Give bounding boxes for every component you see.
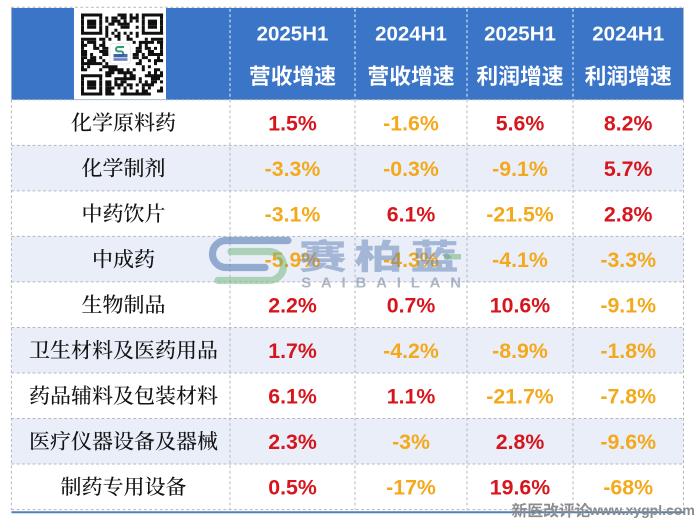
svg-text:-21.5%: -21.5%: [486, 202, 554, 226]
svg-text:1.5%: 1.5%: [268, 111, 317, 135]
svg-text:0.7%: 0.7%: [387, 294, 436, 318]
svg-text:2.3%: 2.3%: [268, 430, 317, 454]
svg-text:10.6%: 10.6%: [490, 294, 550, 318]
svg-text:1.1%: 1.1%: [387, 385, 436, 409]
svg-text:1.7%: 1.7%: [268, 339, 317, 363]
svg-text:-17%: -17%: [386, 476, 436, 500]
svg-text:6.1%: 6.1%: [268, 385, 317, 409]
svg-text:2.8%: 2.8%: [604, 202, 653, 226]
svg-text:2025H1: 2025H1: [484, 22, 556, 45]
svg-text:2025H1: 2025H1: [257, 22, 329, 45]
svg-text:8.2%: 8.2%: [604, 111, 653, 135]
svg-text:-9.6%: -9.6%: [600, 430, 656, 454]
svg-text:-9.1%: -9.1%: [492, 157, 548, 181]
svg-text:-3%: -3%: [392, 430, 430, 454]
svg-text:2024H1: 2024H1: [375, 22, 447, 45]
svg-text:-68%: -68%: [603, 476, 653, 500]
svg-text:-7.8%: -7.8%: [600, 385, 656, 409]
svg-text:2.8%: 2.8%: [496, 430, 545, 454]
svg-text:-4.2%: -4.2%: [383, 339, 439, 363]
svg-text:19.6%: 19.6%: [490, 476, 550, 500]
svg-text:2024H1: 2024H1: [592, 22, 664, 45]
svg-text:-3.1%: -3.1%: [265, 202, 321, 226]
svg-text:-9.1%: -9.1%: [600, 294, 656, 318]
svg-text:5.6%: 5.6%: [496, 111, 545, 135]
svg-text:0.5%: 0.5%: [268, 476, 317, 500]
svg-text:5.7%: 5.7%: [604, 157, 653, 181]
svg-text:2.2%: 2.2%: [268, 294, 317, 318]
svg-text:-3.3%: -3.3%: [600, 248, 656, 272]
svg-text:-4.1%: -4.1%: [492, 248, 548, 272]
svg-text:www.xygpl.com: www.xygpl.com: [589, 502, 694, 518]
svg-text:-21.7%: -21.7%: [486, 385, 554, 409]
svg-text:-3.3%: -3.3%: [265, 157, 321, 181]
svg-text:-1.6%: -1.6%: [383, 111, 439, 135]
svg-text:-0.3%: -0.3%: [383, 157, 439, 181]
svg-text:SAIBAILAN: SAIBAILAN: [301, 274, 471, 291]
svg-text:-8.9%: -8.9%: [492, 339, 548, 363]
svg-text:-1.8%: -1.8%: [600, 339, 656, 363]
svg-text:6.1%: 6.1%: [387, 202, 436, 226]
